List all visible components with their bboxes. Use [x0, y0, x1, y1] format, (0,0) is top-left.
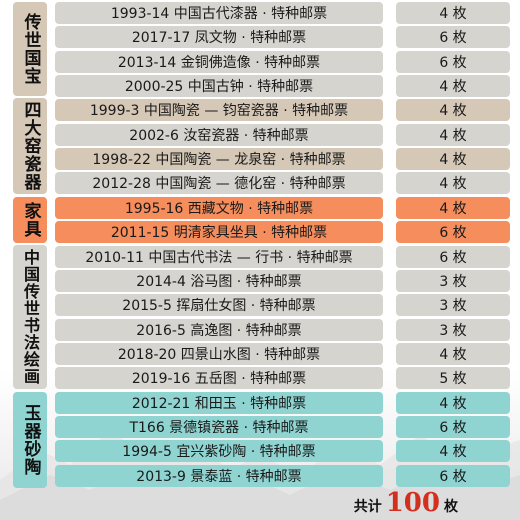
total-label: 共计	[353, 499, 382, 515]
table-row: 1998-22 中国陶瓷 — 龙泉窑 · 特种邮票 4 枚	[55, 148, 510, 171]
stamp-quantity: 6 枚	[396, 245, 510, 268]
stamp-quantity: 3 枚	[396, 269, 510, 292]
stamp-quantity: 3 枚	[396, 294, 510, 317]
total-count: 共计 100 枚	[354, 488, 458, 518]
category-four-kilns: 四大窑瓷器	[13, 98, 47, 194]
table-row: 1993-14 中国古代漆器 · 特种邮票 4 枚	[55, 2, 510, 24]
stamp-quantity: 4 枚	[396, 172, 510, 195]
category-furniture: 家具	[13, 197, 47, 243]
stamp-name: 2011-15 明清家具坐具 · 特种邮票	[55, 221, 383, 244]
stamp-name: 2013-9 景泰蓝 · 特种邮票	[55, 464, 383, 487]
stamp-quantity: 4 枚	[396, 148, 510, 171]
table-row: 2017-17 凤文物 · 特种邮票 6 枚	[55, 26, 510, 49]
table-row: T166 景德镇瓷器 · 特种邮票 6 枚	[55, 415, 510, 438]
stamp-name: 1999-3 中国陶瓷 — 钧窑瓷器 · 特种邮票	[55, 99, 383, 122]
table-row: 2012-21 和田玉 · 特种邮票 4 枚	[55, 391, 510, 414]
stamp-name: 2010-11 中国古代书法 — 行书 · 特种邮票	[55, 245, 383, 268]
stamp-quantity: 4 枚	[396, 391, 510, 414]
stamp-name: 2012-28 中国陶瓷 — 德化窑 · 特种邮票	[55, 172, 383, 195]
total-unit: 枚	[444, 499, 458, 515]
table-row: 2016-5 高逸图 · 特种邮票 3 枚	[55, 318, 510, 341]
stamp-name: 1995-16 西藏文物 · 特种邮票	[55, 196, 383, 219]
table-row: 2013-9 景泰蓝 · 特种邮票 6 枚	[55, 464, 510, 487]
table-row: 2013-14 金铜佛造像 · 特种邮票 6 枚	[55, 50, 510, 73]
stamp-quantity: 5 枚	[396, 367, 510, 390]
stamp-name: 2013-14 金铜佛造像 · 特种邮票	[55, 50, 383, 73]
stamp-name: 2015-5 挥扇仕女图 · 特种邮票	[55, 294, 383, 317]
table-row: 1995-16 西藏文物 · 特种邮票 4 枚	[55, 196, 510, 219]
category-label: 家具	[20, 202, 41, 238]
stamp-quantity: 4 枚	[396, 123, 510, 146]
stamp-quantity: 4 枚	[396, 196, 510, 219]
stamp-name: 2019-16 五岳图 · 特种邮票	[55, 367, 383, 390]
stamp-quantity: 6 枚	[396, 26, 510, 49]
stamp-quantity: 3 枚	[396, 318, 510, 341]
category-label: 传世国宝	[20, 13, 41, 85]
table-row: 1994-5 宜兴紫砂陶 · 特种邮票 4 枚	[55, 440, 510, 463]
stamp-name: 2016-5 高逸图 · 特种邮票	[55, 318, 383, 341]
category-heritage: 传世国宝	[13, 2, 47, 96]
table-row: 2015-5 挥扇仕女图 · 特种邮票 3 枚	[55, 294, 510, 317]
table-row: 2011-15 明清家具坐具 · 特种邮票 6 枚	[55, 221, 510, 244]
stamp-name: 1998-22 中国陶瓷 — 龙泉窑 · 特种邮票	[55, 148, 383, 171]
table-row: 2002-6 汝窑瓷器 · 特种邮票 4 枚	[55, 123, 510, 146]
stamp-quantity: 6 枚	[396, 50, 510, 73]
category-calligraphy-painting: 中国传世书法绘画	[13, 245, 47, 389]
stamp-quantity: 4 枚	[396, 75, 510, 98]
stamp-quantity: 6 枚	[396, 464, 510, 487]
table-row: 2019-16 五岳图 · 特种邮票 5 枚	[55, 367, 510, 390]
stamp-name: 2000-25 中国古钟 · 特种邮票	[55, 75, 383, 98]
category-label: 中国传世书法绘画	[21, 249, 40, 385]
stamp-name: 1993-14 中国古代漆器 · 特种邮票	[55, 2, 383, 24]
stamp-quantity: 4 枚	[396, 99, 510, 122]
total-number: 100	[385, 488, 440, 518]
table-row: 2012-28 中国陶瓷 — 德化窑 · 特种邮票 4 枚	[55, 172, 510, 195]
category-label: 玉器砂陶	[20, 404, 41, 476]
stamp-name: T166 景德镇瓷器 · 特种邮票	[55, 415, 383, 438]
table-row: 1999-3 中国陶瓷 — 钧窑瓷器 · 特种邮票 4 枚	[55, 99, 510, 122]
stamp-quantity: 4 枚	[396, 2, 510, 24]
table-row: 2018-20 四景山水图 · 特种邮票 4 枚	[55, 342, 510, 365]
stamp-name: 2012-21 和田玉 · 特种邮票	[55, 391, 383, 414]
stamp-quantity: 6 枚	[396, 415, 510, 438]
stamp-name: 2014-4 浴马图 · 特种邮票	[55, 269, 383, 292]
stamp-name: 2017-17 凤文物 · 特种邮票	[55, 26, 383, 49]
stamp-quantity: 6 枚	[396, 221, 510, 244]
stamp-quantity: 4 枚	[396, 342, 510, 365]
stamp-name: 1994-5 宜兴紫砂陶 · 特种邮票	[55, 440, 383, 463]
stamp-name: 2018-20 四景山水图 · 特种邮票	[55, 342, 383, 365]
table-row: 2014-4 浴马图 · 特种邮票 3 枚	[55, 269, 510, 292]
stamp-name: 2002-6 汝窑瓷器 · 特种邮票	[55, 123, 383, 146]
table-row: 2000-25 中国古钟 · 特种邮票 4 枚	[55, 75, 510, 98]
category-jade-pottery: 玉器砂陶	[13, 392, 47, 488]
table-row: 2010-11 中国古代书法 — 行书 · 特种邮票 6 枚	[55, 245, 510, 268]
category-label: 四大窑瓷器	[20, 101, 41, 191]
stamp-quantity: 4 枚	[396, 440, 510, 463]
